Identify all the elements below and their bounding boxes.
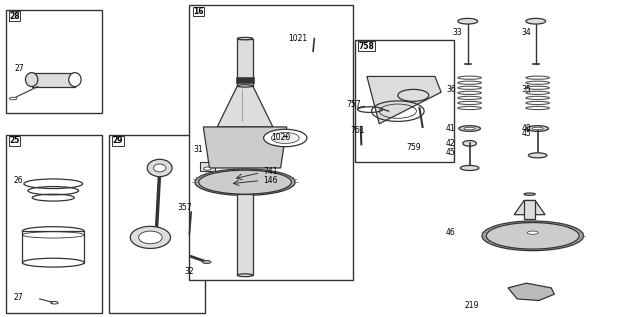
Ellipse shape: [527, 126, 549, 131]
Bar: [32, 73, 75, 87]
Bar: [109, 135, 205, 313]
Ellipse shape: [460, 165, 479, 171]
Bar: [524, 200, 535, 219]
Polygon shape: [217, 86, 273, 127]
Text: 357: 357: [177, 203, 192, 212]
Text: 1020: 1020: [272, 133, 291, 142]
Text: 40: 40: [521, 124, 531, 133]
Bar: [200, 162, 215, 171]
Bar: [236, 77, 254, 83]
Ellipse shape: [237, 37, 253, 40]
Text: 46: 46: [446, 228, 456, 237]
Ellipse shape: [198, 170, 291, 194]
Text: 759: 759: [406, 143, 420, 152]
Text: 45: 45: [446, 148, 456, 157]
Polygon shape: [203, 127, 287, 168]
Text: 25: 25: [9, 136, 20, 146]
Text: 757: 757: [346, 100, 360, 109]
Ellipse shape: [526, 18, 546, 24]
Ellipse shape: [237, 274, 253, 277]
Bar: [355, 40, 453, 162]
Ellipse shape: [482, 221, 583, 251]
Ellipse shape: [148, 159, 172, 177]
Text: 42: 42: [446, 139, 456, 148]
Ellipse shape: [202, 261, 211, 264]
Text: 758: 758: [358, 42, 374, 51]
Text: 33: 33: [452, 28, 462, 36]
Text: 41: 41: [446, 124, 456, 133]
Ellipse shape: [264, 129, 307, 147]
Ellipse shape: [527, 231, 538, 234]
Text: eReplacementParts.com: eReplacementParts.com: [205, 164, 316, 172]
Text: 35: 35: [521, 85, 531, 94]
Ellipse shape: [203, 167, 211, 170]
Text: 45: 45: [521, 129, 531, 138]
Text: 219: 219: [464, 301, 479, 309]
Bar: [6, 135, 102, 313]
Ellipse shape: [154, 164, 166, 172]
Ellipse shape: [532, 127, 543, 130]
Text: 761: 761: [350, 126, 365, 135]
Ellipse shape: [22, 227, 84, 236]
Ellipse shape: [486, 223, 579, 249]
Text: 146: 146: [264, 176, 278, 185]
Ellipse shape: [464, 127, 475, 130]
Text: 16: 16: [193, 7, 203, 16]
Polygon shape: [367, 76, 441, 124]
Ellipse shape: [22, 258, 84, 267]
Text: 28: 28: [9, 12, 20, 21]
Bar: [237, 194, 253, 275]
Bar: [189, 5, 353, 280]
Ellipse shape: [195, 169, 295, 195]
Text: 36: 36: [446, 85, 456, 94]
Text: 741: 741: [264, 167, 278, 176]
Text: 26: 26: [13, 176, 23, 185]
Polygon shape: [508, 283, 554, 301]
Ellipse shape: [463, 140, 476, 146]
Ellipse shape: [69, 73, 81, 87]
Ellipse shape: [458, 18, 477, 24]
Bar: [22, 231, 84, 263]
Ellipse shape: [130, 226, 170, 249]
Ellipse shape: [528, 153, 547, 158]
Text: 27: 27: [15, 64, 25, 73]
Ellipse shape: [459, 126, 481, 131]
Ellipse shape: [139, 231, 162, 244]
Text: 1021: 1021: [288, 34, 308, 43]
Text: 34: 34: [521, 28, 531, 36]
Bar: [237, 39, 253, 86]
Text: 32: 32: [184, 267, 194, 276]
Ellipse shape: [524, 193, 535, 195]
Ellipse shape: [25, 73, 38, 87]
Polygon shape: [514, 200, 545, 215]
Ellipse shape: [272, 133, 299, 144]
Text: 27: 27: [13, 293, 23, 302]
Ellipse shape: [237, 85, 253, 87]
Bar: [6, 10, 102, 113]
Text: 31: 31: [193, 145, 203, 154]
Text: 29: 29: [113, 136, 123, 146]
